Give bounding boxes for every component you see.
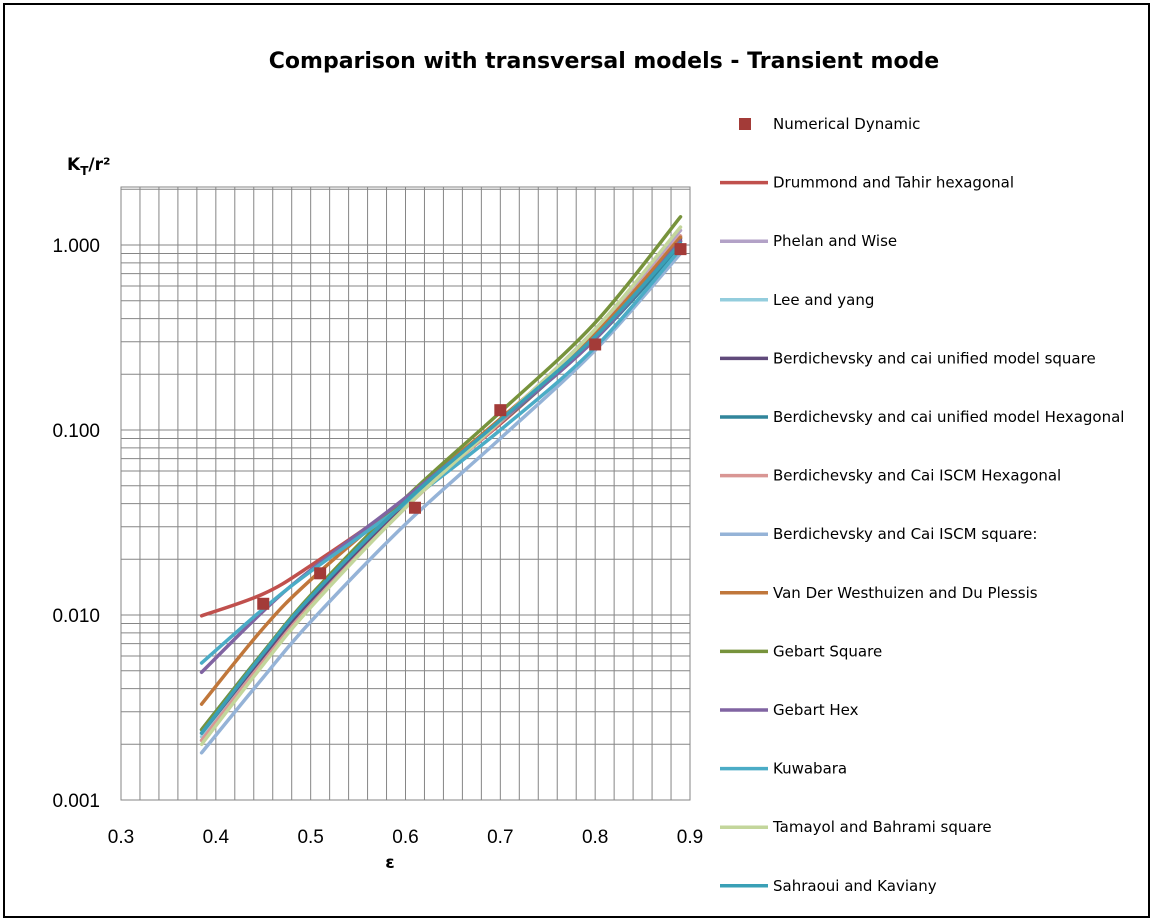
x-axis-ticks: 0.3 0.4 0.5 0.6 0.7 0.8 0.9 bbox=[108, 827, 703, 848]
legend-label: Numerical Dynamic bbox=[773, 115, 920, 133]
legend-marker bbox=[739, 118, 751, 130]
legend-item-phelan-and-wise: Phelan and Wise bbox=[720, 232, 897, 250]
legend-label: Berdichevsky and cai unified model squar… bbox=[773, 349, 1096, 367]
y-tick-label: 1.000 bbox=[52, 236, 100, 257]
legend-item-lee-and-yang: Lee and yang bbox=[720, 291, 874, 309]
legend-item-van-der-westhuizen-and-du-plessis: Van Der Westhuizen and Du Plessis bbox=[720, 584, 1038, 602]
x-tick-label: 0.9 bbox=[677, 827, 703, 848]
legend-label: Lee and yang bbox=[773, 291, 874, 309]
legend-item-gebart-hex: Gebart Hex bbox=[720, 701, 859, 719]
legend-label: Phelan and Wise bbox=[773, 232, 897, 250]
series-layer bbox=[199, 215, 683, 755]
chart-title: Comparison with transversal models - Tra… bbox=[269, 49, 939, 74]
y-axis-label-sub: T bbox=[80, 164, 89, 178]
legend-label: Drummond and Tahir hexagonal bbox=[773, 174, 1014, 192]
x-tick-label: 0.5 bbox=[297, 827, 323, 848]
legend-item-berdichevsky-and-cai-iscm-hexagonal: Berdichevsky and Cai ISCM Hexagonal bbox=[720, 467, 1061, 485]
legend-label: Kuwabara bbox=[773, 760, 847, 778]
legend-label: Van Der Westhuizen and Du Plessis bbox=[773, 584, 1038, 602]
series-line-sahraoui-and-kaviany bbox=[199, 241, 683, 735]
legend-label: Berdichevsky and Cai ISCM Hexagonal bbox=[773, 467, 1061, 485]
y-axis-label: KT/r² bbox=[67, 155, 110, 178]
x-tick-label: 0.6 bbox=[392, 827, 418, 848]
data-point-numerical-dynamic bbox=[408, 501, 421, 514]
data-point-numerical-dynamic bbox=[494, 404, 507, 417]
legend-item-gebart-square: Gebart Square bbox=[720, 642, 882, 660]
x-tick-label: 0.3 bbox=[108, 827, 134, 848]
marker-layer bbox=[257, 243, 687, 610]
legend-label: Gebart Hex bbox=[773, 701, 859, 719]
legend-label: Gebart Square bbox=[773, 642, 882, 660]
legend-item-drummond-and-tahir-hexagonal: Drummond and Tahir hexagonal bbox=[720, 174, 1014, 192]
x-tick-label: 0.8 bbox=[582, 827, 608, 848]
grid bbox=[120, 187, 691, 801]
data-point-numerical-dynamic bbox=[257, 597, 270, 610]
y-tick-label: 0.010 bbox=[52, 606, 100, 627]
y-axis-ticks: 0.001 0.010 0.100 1.000 bbox=[52, 236, 100, 812]
legend-item-berdichevsky-and-cai-iscm-square: Berdichevsky and Cai ISCM square: bbox=[720, 525, 1037, 543]
legend-label: Tamayol and Bahrami square bbox=[772, 818, 992, 836]
y-axis-label-rest: /r² bbox=[88, 155, 110, 175]
plot-area bbox=[120, 186, 691, 801]
x-axis-label: ε bbox=[385, 853, 394, 873]
legend-item-berdichevsky-and-cai-unified-model-square: Berdichevsky and cai unified model squar… bbox=[720, 349, 1096, 367]
y-axis-label-main: K bbox=[67, 155, 81, 175]
legend-item-kuwabara: Kuwabara bbox=[720, 760, 847, 778]
data-point-numerical-dynamic bbox=[674, 243, 687, 256]
x-tick-label: 0.4 bbox=[203, 827, 230, 848]
legend-item-sahraoui-and-kaviany: Sahraoui and Kaviany bbox=[720, 877, 937, 895]
legend-item-berdichevsky-and-cai-unified-model-hexagonal: Berdichevsky and cai unified model Hexag… bbox=[720, 408, 1124, 426]
legend-label: Berdichevsky and Cai ISCM square: bbox=[773, 525, 1037, 543]
y-tick-label: 0.001 bbox=[52, 791, 100, 812]
legend-label: Berdichevsky and cai unified model Hexag… bbox=[773, 408, 1124, 426]
data-point-numerical-dynamic bbox=[589, 338, 602, 351]
y-tick-label: 0.100 bbox=[52, 421, 100, 442]
legend-item-numerical-dynamic: Numerical Dynamic bbox=[739, 115, 920, 133]
series-line-tamayol-and-bahrami-square bbox=[199, 225, 683, 747]
legend: Numerical Dynamic Drummond and Tahir hexa… bbox=[720, 115, 1124, 895]
data-point-numerical-dynamic bbox=[314, 567, 327, 580]
series-line-kuwabara bbox=[199, 247, 683, 665]
x-tick-label: 0.7 bbox=[487, 827, 513, 848]
legend-label: Sahraoui and Kaviany bbox=[773, 877, 937, 895]
legend-item-tamayol-and-bahrami-square: Tamayol and Bahrami square bbox=[720, 818, 992, 836]
